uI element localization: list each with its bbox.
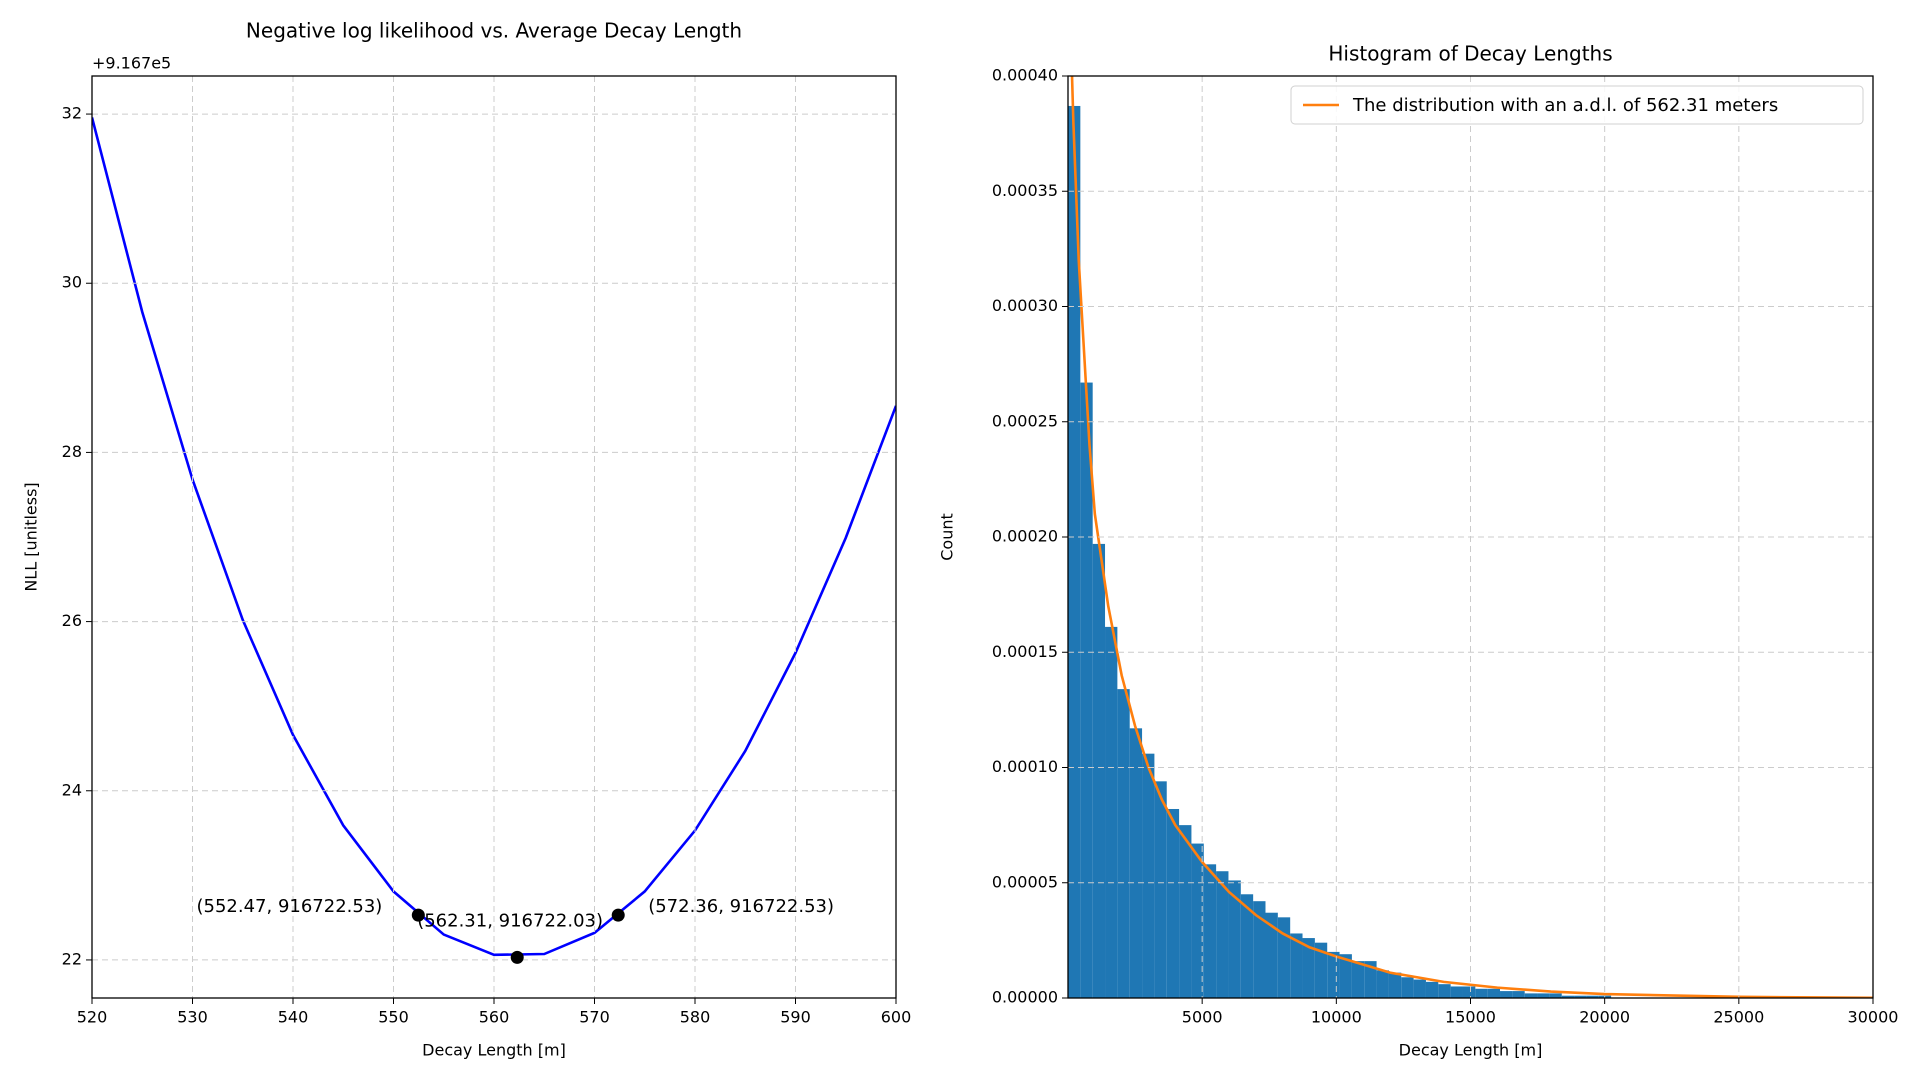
y-tick-label: 0.00010 [992, 757, 1058, 776]
histogram-bar [1327, 951, 1340, 998]
y-tick-label: 0.00025 [992, 411, 1058, 430]
x-axis-label: Decay Length [m] [422, 1041, 566, 1060]
histogram-bar [1092, 543, 1106, 998]
histogram-bar [1166, 808, 1180, 998]
histogram-bar [1376, 970, 1389, 998]
chart-title: Histogram of Decay Lengths [1328, 42, 1612, 66]
x-tick-label: 580 [680, 1008, 711, 1027]
histogram-bar [1117, 689, 1130, 998]
x-tick-label: 25000 [1713, 1008, 1764, 1027]
histogram-bar [1512, 991, 1525, 998]
y-tick-label: 0.00040 [992, 66, 1058, 85]
y-tick-label: 0.00000 [992, 988, 1058, 1007]
fit-curve [1070, 76, 1873, 998]
plot-area [1068, 76, 1873, 998]
point [510, 950, 524, 964]
histogram-bar [1191, 843, 1204, 998]
y-tick-label: 0.00030 [992, 296, 1058, 315]
histogram-bar [1216, 871, 1229, 998]
histogram-bar [1228, 880, 1241, 998]
histogram-bar [1462, 986, 1476, 998]
y-tick-label: 0.00015 [992, 642, 1058, 661]
point-annotation: (552.47, 916722.53) [197, 896, 383, 917]
histogram-bar [1574, 995, 1587, 998]
legend-box [1290, 85, 1864, 125]
histogram-bar [1475, 988, 1488, 998]
histogram-bar [1388, 972, 1402, 998]
x-tick-label: 5000 [1182, 1008, 1223, 1027]
axes: 5000 10000 15000 20000 25000 30000 0.00000 0.00… [938, 42, 1899, 1060]
y-tick-label: 22 [62, 949, 82, 968]
axes-frame [1067, 75, 1874, 999]
x-tick-label: 10000 [1311, 1008, 1362, 1027]
x-tick-label: 540 [278, 1008, 309, 1027]
y-axis-label: Count [938, 513, 957, 561]
y-tick-label: 32 [62, 104, 82, 123]
plot-area [92, 117, 896, 957]
point-annotation: (572.36, 916722.53) [648, 896, 834, 917]
histogram-bar [1253, 901, 1266, 998]
histogram-bar [1549, 993, 1562, 998]
histogram-bar [1524, 993, 1538, 998]
legend-label: The distribution with an a.d.l. of 562.3… [1352, 95, 1778, 116]
axes-frame [91, 75, 897, 999]
histogram-bar [1154, 781, 1167, 998]
y-tick-label: 24 [62, 780, 82, 799]
point [611, 908, 625, 922]
x-tick-label: 560 [479, 1008, 510, 1027]
y-axis-label: NLL [unitless] [22, 482, 41, 591]
y-tick-label: 0.00035 [992, 181, 1058, 200]
histogram-bar [1500, 991, 1513, 998]
histogram-bar [1364, 961, 1377, 998]
histogram-bar [1561, 995, 1575, 998]
x-tick-label: 30000 [1848, 1008, 1899, 1027]
y-tick-label: 0.00020 [992, 527, 1058, 546]
histogram-bar [1450, 986, 1463, 998]
histogram-bar [1179, 825, 1192, 998]
x-tick-label: 530 [177, 1008, 208, 1027]
y-tick-label: 28 [62, 442, 82, 461]
y-offset-label: +9.167e5 [92, 54, 171, 73]
y-tick-label: 26 [62, 611, 82, 630]
x-tick-label: 20000 [1579, 1008, 1630, 1027]
histogram-bar [1339, 954, 1352, 998]
histogram-bar [1438, 984, 1451, 998]
histogram-bar [1586, 995, 1599, 998]
histogram-bar [1290, 933, 1303, 998]
histogram-bar [1537, 993, 1550, 998]
histogram-bar [1487, 988, 1501, 998]
x-tick-label: 600 [881, 1008, 912, 1027]
histogram-bar [1351, 961, 1365, 998]
axes: 520 530 540 550 560 570 580 590 600 22 24 26 28 30 32 N… [22, 19, 912, 1060]
x-tick-label: 590 [780, 1008, 811, 1027]
histogram-bar [1425, 981, 1439, 998]
histogram-bar [1240, 894, 1254, 998]
x-tick-label: 520 [77, 1008, 108, 1027]
histogram-bar [1413, 979, 1426, 998]
histogram-bar [1302, 938, 1315, 998]
x-tick-label: 570 [579, 1008, 610, 1027]
legend: The distribution with an a.d.l. of 562.3… [1290, 85, 1864, 125]
histogram-bar [1277, 917, 1291, 998]
x-tick-label: 15000 [1445, 1008, 1496, 1027]
histogram-bar [1203, 864, 1217, 998]
y-tick-label: 0.00005 [992, 872, 1058, 891]
histogram-bar [1129, 728, 1143, 998]
histogram-bar [1314, 942, 1328, 998]
point [411, 908, 425, 922]
y-tick-label: 30 [62, 273, 82, 292]
histogram-bar [1265, 912, 1278, 998]
histogram-bar [1401, 977, 1414, 998]
chart-title: Negative log likelihood vs. Average Deca… [246, 19, 742, 43]
x-axis-label: Decay Length [m] [1399, 1041, 1543, 1060]
point-annotation: (562.31, 916722.03) [417, 910, 603, 931]
histogram-bar [1142, 753, 1155, 998]
histogram-bar [1105, 626, 1118, 998]
histogram-bar [1068, 105, 1081, 998]
histogram-bar [1080, 382, 1093, 998]
nll-curve [92, 117, 896, 957]
x-tick-label: 550 [378, 1008, 409, 1027]
